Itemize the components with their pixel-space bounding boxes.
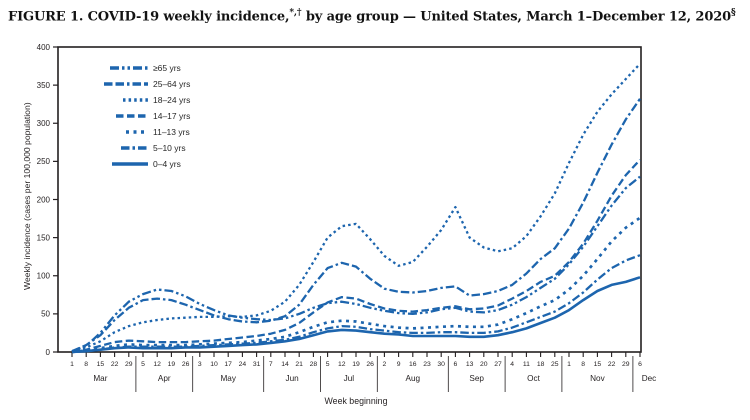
x-tick-label: 17 [224, 361, 232, 368]
figure-title-text: FIGURE 1. COVID-19 weekly incidence, [8, 9, 290, 25]
x-tick-label: 12 [338, 361, 346, 368]
legend-item: ≥65 yrs [100, 60, 190, 76]
x-tick-label: 5 [326, 361, 330, 368]
legend-label: 5–10 yrs [153, 143, 186, 153]
y-tick-label: 250 [37, 157, 51, 166]
x-tick-label: 14 [281, 361, 289, 368]
x-tick-label: 13 [466, 361, 474, 368]
legend-line-sample [116, 114, 148, 118]
x-tick-label: 2 [383, 361, 387, 368]
x-tick-label: 28 [310, 361, 318, 368]
y-tick-label: 400 [37, 43, 51, 52]
x-tick-label: 6 [454, 361, 458, 368]
y-tick-label: 200 [37, 195, 51, 204]
x-tick-label: 8 [84, 361, 88, 368]
series-line-0-4-yrs [71, 276, 641, 354]
x-tick-label: 30 [437, 361, 445, 368]
series-line-18-24-yrs [71, 63, 641, 353]
x-tick-label: 31 [253, 361, 261, 368]
title-footnote-marks: *,† [289, 8, 302, 18]
x-tick-label: 18 [537, 361, 545, 368]
legend-line-sample [104, 82, 148, 86]
x-axis-label: Week beginning [325, 396, 388, 406]
month-label: Jul [344, 374, 355, 383]
legend-label: ≥65 yrs [153, 63, 181, 73]
figure-title-text-2: by age group — United States, March 1–De… [301, 9, 732, 25]
legend-item: 18–24 yrs [100, 92, 190, 108]
month-label: Mar [93, 374, 107, 383]
month-label: Dec [642, 374, 657, 383]
month-label: May [220, 374, 236, 383]
x-tick-label: 4 [510, 361, 514, 368]
legend-line-sample [126, 130, 148, 134]
x-tick-label: 15 [97, 361, 105, 368]
legend-line-sample [121, 146, 148, 150]
legend-line-sample [110, 66, 148, 70]
series-line-5-10-yrs [71, 254, 641, 354]
x-tick-label: 25 [551, 361, 559, 368]
series-line-14-17-yrs [71, 159, 641, 354]
x-tick-label: 11 [523, 361, 530, 368]
legend-item: 5–10 yrs [100, 140, 190, 156]
x-tick-label: 8 [581, 361, 585, 368]
y-tick-label: 0 [46, 348, 51, 357]
x-tick-label: 15 [594, 361, 602, 368]
legend-label: 25–64 yrs [153, 79, 191, 89]
y-tick-label: 150 [37, 233, 51, 242]
x-tick-label: 12 [153, 361, 161, 368]
x-tick-label: 20 [480, 361, 488, 368]
x-tick-label: 24 [239, 361, 247, 368]
legend-item: 11–13 yrs [100, 124, 190, 140]
series-line--65-yrs [71, 175, 641, 353]
month-label: Nov [590, 374, 605, 383]
legend-label: 18–24 yrs [153, 95, 191, 105]
x-tick-label: 19 [168, 361, 176, 368]
x-tick-label: 19 [352, 361, 360, 368]
legend-item: 25–64 yrs [100, 76, 190, 92]
series-line-11-13-yrs [71, 216, 641, 354]
x-tick-label: 26 [182, 361, 190, 368]
x-tick-label: 10 [210, 361, 218, 368]
x-tick-label: 3 [198, 361, 202, 368]
x-tick-label: 29 [125, 361, 133, 368]
chart-legend: ≥65 yrs 25–64 yrs 18–24 yrs 14–17 yrs 11–13 … [100, 60, 190, 172]
month-label: Jun [285, 374, 299, 383]
month-label: Apr [158, 374, 171, 383]
y-tick-label: 350 [37, 81, 51, 90]
series-line-25-64-yrs [71, 98, 641, 353]
figure-title: FIGURE 1. COVID-19 weekly incidence,*,† … [8, 8, 746, 24]
legend-label: 14–17 yrs [153, 111, 191, 121]
x-tick-label: 26 [366, 361, 374, 368]
x-tick-label: 5 [141, 361, 145, 368]
y-axis-label: Weekly incidence (cases per 100,000 popu… [22, 102, 32, 290]
month-label: Aug [406, 374, 421, 383]
x-tick-label: 16 [409, 361, 417, 368]
x-tick-label: 6 [638, 361, 642, 368]
legend-line-sample [112, 162, 148, 166]
month-label: Sep [469, 374, 484, 383]
x-tick-label: 9 [397, 361, 401, 368]
x-tick-label: 22 [111, 361, 119, 368]
x-tick-label: 23 [423, 361, 431, 368]
x-tick-label: 27 [494, 361, 502, 368]
x-tick-label: 22 [608, 361, 616, 368]
y-tick-label: 100 [37, 272, 51, 281]
y-tick-label: 300 [37, 119, 51, 128]
legend-item: 14–17 yrs [100, 108, 190, 124]
x-tick-label: 29 [622, 361, 630, 368]
title-footnote-mark-section: § [731, 8, 736, 18]
month-label: Oct [527, 374, 540, 383]
x-tick-label: 1 [70, 361, 74, 368]
x-tick-label: 7 [269, 361, 273, 368]
legend-line-sample [123, 98, 148, 102]
y-tick-label: 50 [41, 310, 50, 319]
x-tick-label: 1 [567, 361, 571, 368]
x-tick-label: 21 [295, 361, 303, 368]
legend-label: 0–4 yrs [153, 159, 181, 169]
legend-label: 11–13 yrs [153, 127, 190, 137]
legend-item: 0–4 yrs [100, 156, 190, 172]
